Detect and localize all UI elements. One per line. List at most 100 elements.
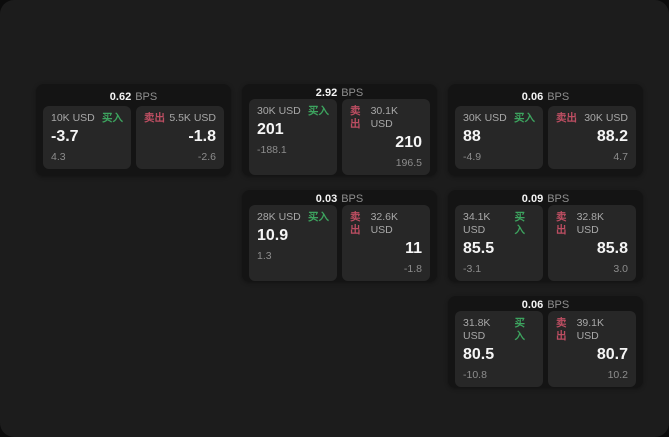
buy-notional: 10K USD [51,112,95,124]
sell-quote-tile[interactable]: 卖出 39.1K USD 80.7 10.2 [548,311,636,387]
buy-notional: 31.8K USD [463,317,491,342]
sell-notional: 32.8K USD [576,211,605,236]
buy-side-label: 买入 [308,105,329,117]
sell-tile-header: 卖出 30K USD [556,112,628,125]
sell-delta: -1.8 [403,263,422,275]
buy-price: 80.5 [463,346,495,363]
sell-price: 88.2 [596,128,628,145]
spread-value: 2.92 [315,87,338,99]
sell-delta: 196.5 [395,157,422,169]
buy-delta: -4.9 [463,151,482,163]
quote-card: 0.03 BPS 28K USD 买入 10.9 1.3 卖出 32.6K US… [242,190,437,282]
buy-notional: 30K USD [257,105,301,117]
buy-side-label: 买入 [308,211,329,223]
card-header: 0.09 BPS [448,190,643,205]
sell-side-label: 卖出 [556,317,567,342]
buy-price: 88 [463,128,481,145]
spread-value: 0.03 [315,193,338,205]
quote-card: 0.09 BPS 34.1K USD 买入 85.5 -3.1 卖出 32.8K… [448,190,643,282]
sell-price: 85.8 [596,240,628,257]
buy-quote-tile[interactable]: 31.8K USD 买入 80.5 -10.8 [455,311,543,387]
card-header: 0.03 BPS [242,190,437,205]
spread-value: 0.09 [521,193,544,205]
spread-unit: BPS [547,299,570,311]
sell-delta: 10.2 [607,369,628,381]
sell-notional: 30K USD [584,112,628,124]
buy-price: -3.7 [51,128,79,145]
sell-notional: 5.5K USD [169,112,216,124]
sell-tile-header: 卖出 5.5K USD [144,112,216,125]
buy-price: 201 [257,121,284,138]
sell-quote-tile[interactable]: 卖出 5.5K USD -1.8 -2.6 [136,106,224,169]
sell-tile-header: 卖出 30.1K USD [350,105,422,131]
buy-notional: 30K USD [463,112,507,124]
sell-side-label: 卖出 [144,112,165,124]
spread-unit: BPS [135,90,158,103]
sell-quote-tile[interactable]: 卖出 32.8K USD 85.8 3.0 [548,205,636,281]
quote-card: 0.62 BPS 10K USD 买入 -3.7 4.3 卖出 5.5K USD… [36,84,231,176]
spread-unit: BPS [341,87,364,99]
buy-quote-tile[interactable]: 34.1K USD 买入 85.5 -3.1 [455,205,543,281]
card-header: 0.06 BPS [448,84,643,106]
sell-price: 11 [405,240,422,257]
buy-delta: -188.1 [257,144,287,156]
buy-tile-header: 31.8K USD 买入 [463,317,535,343]
sell-side-label: 卖出 [556,211,567,236]
quote-card: 0.06 BPS 31.8K USD 买入 80.5 -10.8 卖出 39.1… [448,296,643,388]
quote-panels: 34.1K USD 买入 85.5 -3.1 卖出 32.8K USD 85.8… [448,205,643,288]
quote-panels: 28K USD 买入 10.9 1.3 卖出 32.6K USD 11 -1.8 [242,205,437,288]
buy-tile-header: 34.1K USD 买入 [463,211,535,237]
sell-price: -1.8 [188,128,216,145]
sell-price: 80.7 [596,346,628,363]
buy-tile-header: 30K USD 买入 [257,105,329,118]
quote-panels: 31.8K USD 买入 80.5 -10.8 卖出 39.1K USD 80.… [448,311,643,394]
buy-quote-tile[interactable]: 10K USD 买入 -3.7 4.3 [43,106,131,169]
card-header: 0.62 BPS [36,84,231,106]
sell-delta: -2.6 [197,151,216,163]
spread-value: 0.06 [521,90,544,103]
spread-unit: BPS [341,193,364,205]
buy-delta: -3.1 [463,263,482,275]
sell-tile-header: 卖出 32.6K USD [350,211,422,237]
buy-delta: -10.8 [463,369,487,381]
buy-tile-header: 30K USD 买入 [463,112,535,125]
buy-notional: 34.1K USD [463,211,491,236]
buy-notional: 28K USD [257,211,301,223]
quote-panels: 30K USD 买入 201 -188.1 卖出 30.1K USD 210 1… [242,99,437,182]
sell-notional: 39.1K USD [576,317,605,342]
quote-panels: 30K USD 买入 88 -4.9 卖出 30K USD 88.2 4.7 [448,106,643,176]
sell-side-label: 卖出 [350,211,361,236]
card-header: 2.92 BPS [242,84,437,99]
sell-quote-tile[interactable]: 卖出 30.1K USD 210 196.5 [342,99,430,175]
buy-tile-header: 28K USD 买入 [257,211,329,224]
buy-side-label: 买入 [102,112,123,124]
buy-quote-tile[interactable]: 30K USD 买入 88 -4.9 [455,106,543,169]
sell-delta: 3.0 [613,263,628,275]
sell-tile-header: 卖出 39.1K USD [556,317,628,343]
quote-grid: 0.62 BPS 10K USD 买入 -3.7 4.3 卖出 5.5K USD… [36,84,643,388]
spread-unit: BPS [547,90,570,103]
buy-tile-header: 10K USD 买入 [51,112,123,125]
spread-value: 0.06 [521,299,544,311]
sell-quote-tile[interactable]: 卖出 30K USD 88.2 4.7 [548,106,636,169]
quote-card: 0.06 BPS 30K USD 买入 88 -4.9 卖出 30K USD 8… [448,84,643,176]
buy-price: 10.9 [257,227,289,244]
buy-quote-tile[interactable]: 28K USD 买入 10.9 1.3 [249,205,337,281]
buy-price: 85.5 [463,240,495,257]
buy-delta: 4.3 [51,151,66,163]
buy-side-label: 买入 [514,112,535,124]
spread-unit: BPS [547,193,570,205]
buy-delta: 1.3 [257,250,272,262]
buy-quote-tile[interactable]: 30K USD 买入 201 -188.1 [249,99,337,175]
quote-panels: 10K USD 买入 -3.7 4.3 卖出 5.5K USD -1.8 -2.… [36,106,231,176]
sell-notional: 30.1K USD [370,105,399,130]
sell-side-label: 卖出 [556,112,577,124]
buy-side-label: 买入 [514,211,525,236]
sell-quote-tile[interactable]: 卖出 32.6K USD 11 -1.8 [342,205,430,281]
sell-price: 210 [395,134,422,151]
sell-notional: 32.6K USD [370,211,399,236]
card-header: 0.06 BPS [448,296,643,311]
spread-value: 0.62 [109,90,132,103]
buy-side-label: 买入 [514,317,525,342]
